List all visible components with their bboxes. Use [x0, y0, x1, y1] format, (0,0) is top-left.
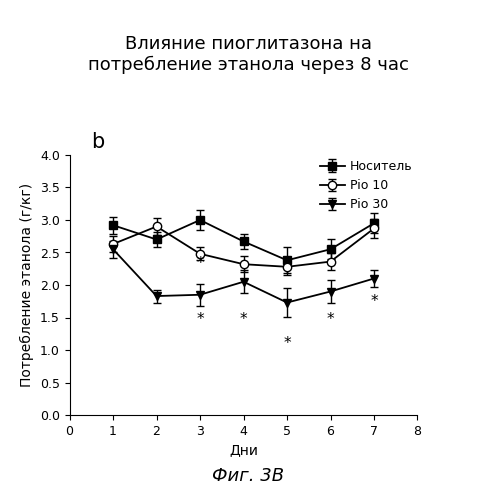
Text: *: * — [327, 312, 334, 327]
Legend: Носитель, Pio 10, Pio 30: Носитель, Pio 10, Pio 30 — [315, 155, 417, 216]
X-axis label: Дни: Дни — [229, 444, 258, 458]
Text: Влияние пиоглитазона на
потребление этанола через 8 час: Влияние пиоглитазона на потребление этан… — [88, 35, 409, 74]
Text: Фиг. 3B: Фиг. 3B — [212, 467, 285, 485]
Text: *: * — [196, 256, 204, 271]
Text: *: * — [240, 312, 248, 327]
Text: b: b — [91, 132, 104, 152]
Text: *: * — [283, 336, 291, 351]
Text: *: * — [370, 294, 378, 308]
Y-axis label: Потребление этанола (г/кг): Потребление этанола (г/кг) — [20, 183, 34, 387]
Text: *: * — [196, 312, 204, 327]
